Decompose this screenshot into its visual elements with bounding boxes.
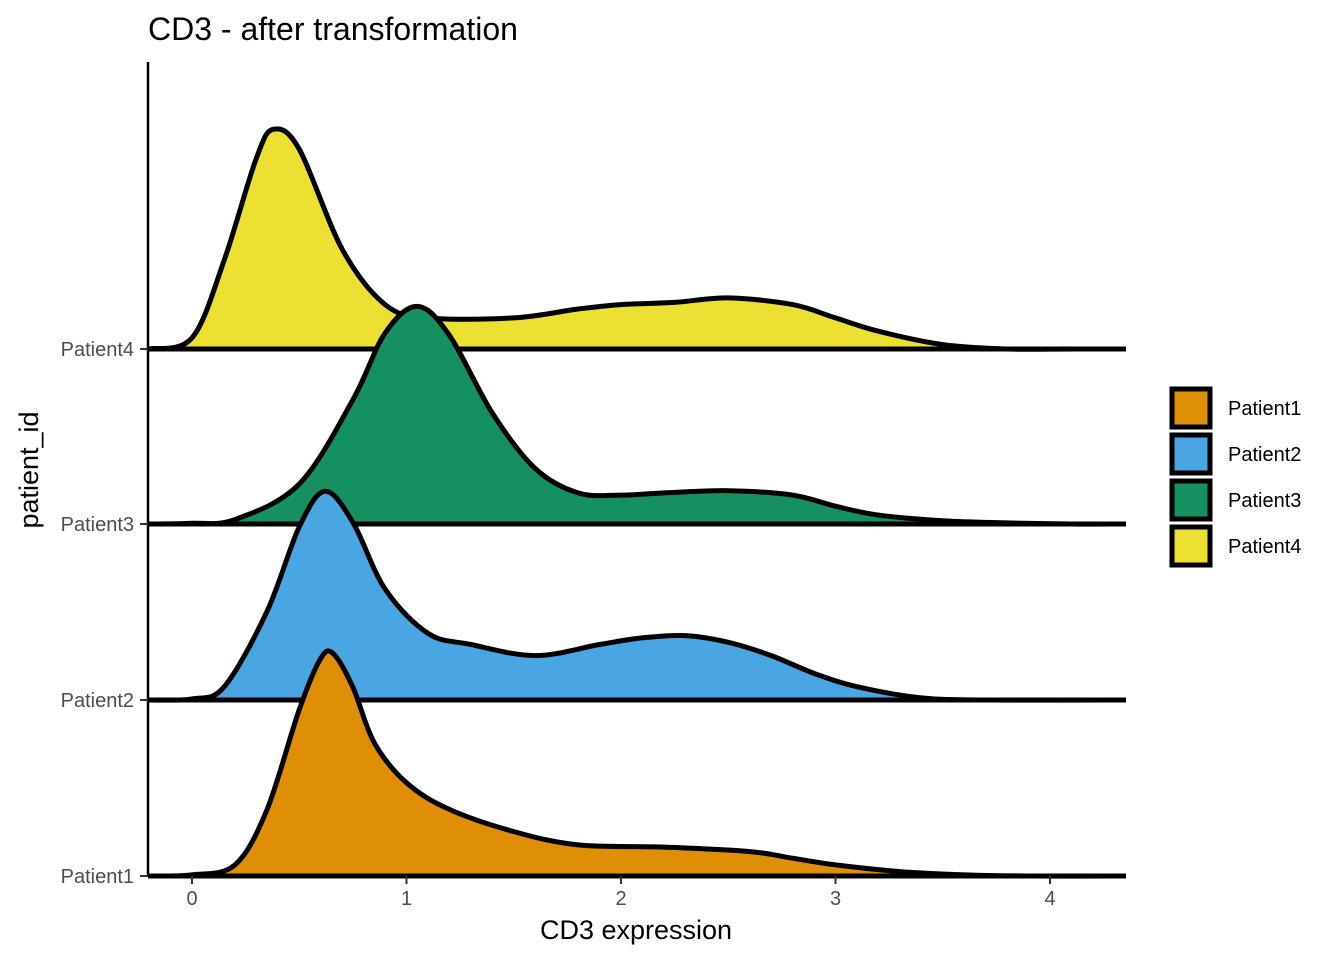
legend-item-patient3: Patient3 [1169, 478, 1301, 522]
ridge-fill-patient4 [149, 128, 1121, 350]
legend-swatch [1169, 386, 1213, 430]
y-tick-label: Patient4 [61, 339, 134, 361]
x-tick-label: 1 [401, 888, 412, 910]
x-tick-label: 2 [615, 888, 626, 910]
ridge-fill-patient1 [149, 650, 1121, 877]
legend-item-patient4: Patient4 [1169, 524, 1301, 568]
ridge-outline-patient3 [149, 303, 1121, 527]
chart-title: CD3 - after transformation [148, 11, 518, 47]
y-tick-label: Patient2 [61, 690, 134, 712]
legend-item-patient2: Patient2 [1169, 432, 1301, 476]
x-axis-title: CD3 expression [540, 915, 732, 945]
legend-swatch [1169, 478, 1213, 522]
x-tick-label: 0 [186, 888, 197, 910]
ridge-fill-patient3 [149, 306, 1121, 525]
x-ticks: 0 1 2 3 4 [186, 876, 1056, 910]
ridge-patient4 [148, 126, 1126, 352]
legend-label: Patient2 [1228, 444, 1301, 466]
legend-label: Patient4 [1228, 536, 1301, 558]
ridge-outline-patient4 [148, 126, 1121, 352]
legend-swatch [1169, 524, 1213, 568]
y-axis-title: patient_id [14, 411, 44, 528]
legend-label: Patient1 [1228, 398, 1301, 420]
y-ticks: Patient1 Patient2 Patient3 Patient4 [61, 339, 148, 888]
x-tick-label: 3 [830, 888, 841, 910]
legend-item-patient1: Patient1 [1169, 386, 1301, 430]
y-tick-label: Patient1 [61, 866, 134, 888]
ridge-outline-patient2 [149, 488, 1121, 703]
x-tick-label: 4 [1044, 888, 1055, 910]
legend: Patient1 Patient2 Patient3 Patient4 [1169, 386, 1301, 568]
y-tick-label: Patient3 [61, 514, 134, 536]
legend-label: Patient3 [1228, 490, 1301, 512]
ridges-layer [148, 126, 1126, 879]
legend-swatch [1169, 432, 1213, 476]
ridge-fill-patient2 [149, 491, 1121, 701]
ridge-outline-patient1 [149, 648, 1121, 879]
